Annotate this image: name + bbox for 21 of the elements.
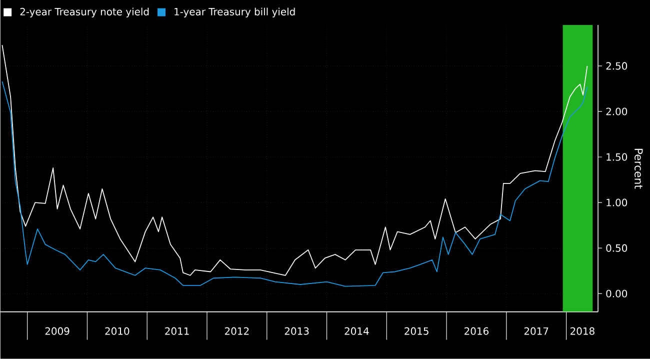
- legend-label: 2-year Treasury note yield: [20, 8, 149, 18]
- x-tick-label: 2018: [570, 327, 594, 335]
- x-tick-label: 2012: [225, 327, 249, 335]
- y-tick-label: 0.00: [606, 290, 628, 298]
- line-series: [2, 81, 588, 287]
- y-tick-label: 2.50: [606, 62, 628, 70]
- x-tick-label: 2017: [524, 327, 548, 335]
- x-tick-label: 2015: [404, 327, 428, 335]
- x-tick-label: 2014: [344, 327, 369, 335]
- line-series: [2, 44, 588, 276]
- y-tick-label: 0.50: [606, 244, 628, 252]
- y-tick-label: 2.00: [606, 108, 628, 116]
- x-tick-label: 2011: [165, 327, 189, 335]
- y-tick-label: 1.00: [606, 198, 628, 206]
- x-tick-label: 2009: [45, 327, 70, 335]
- y-axis-title: Percent: [634, 148, 643, 189]
- y-tick-label: 1.50: [606, 153, 628, 161]
- legend-label: 1-year Treasury bill yield: [174, 8, 295, 18]
- x-tick-label: 2010: [105, 327, 130, 335]
- x-tick-label: 2016: [464, 327, 489, 335]
- x-tick-label: 2013: [284, 327, 309, 335]
